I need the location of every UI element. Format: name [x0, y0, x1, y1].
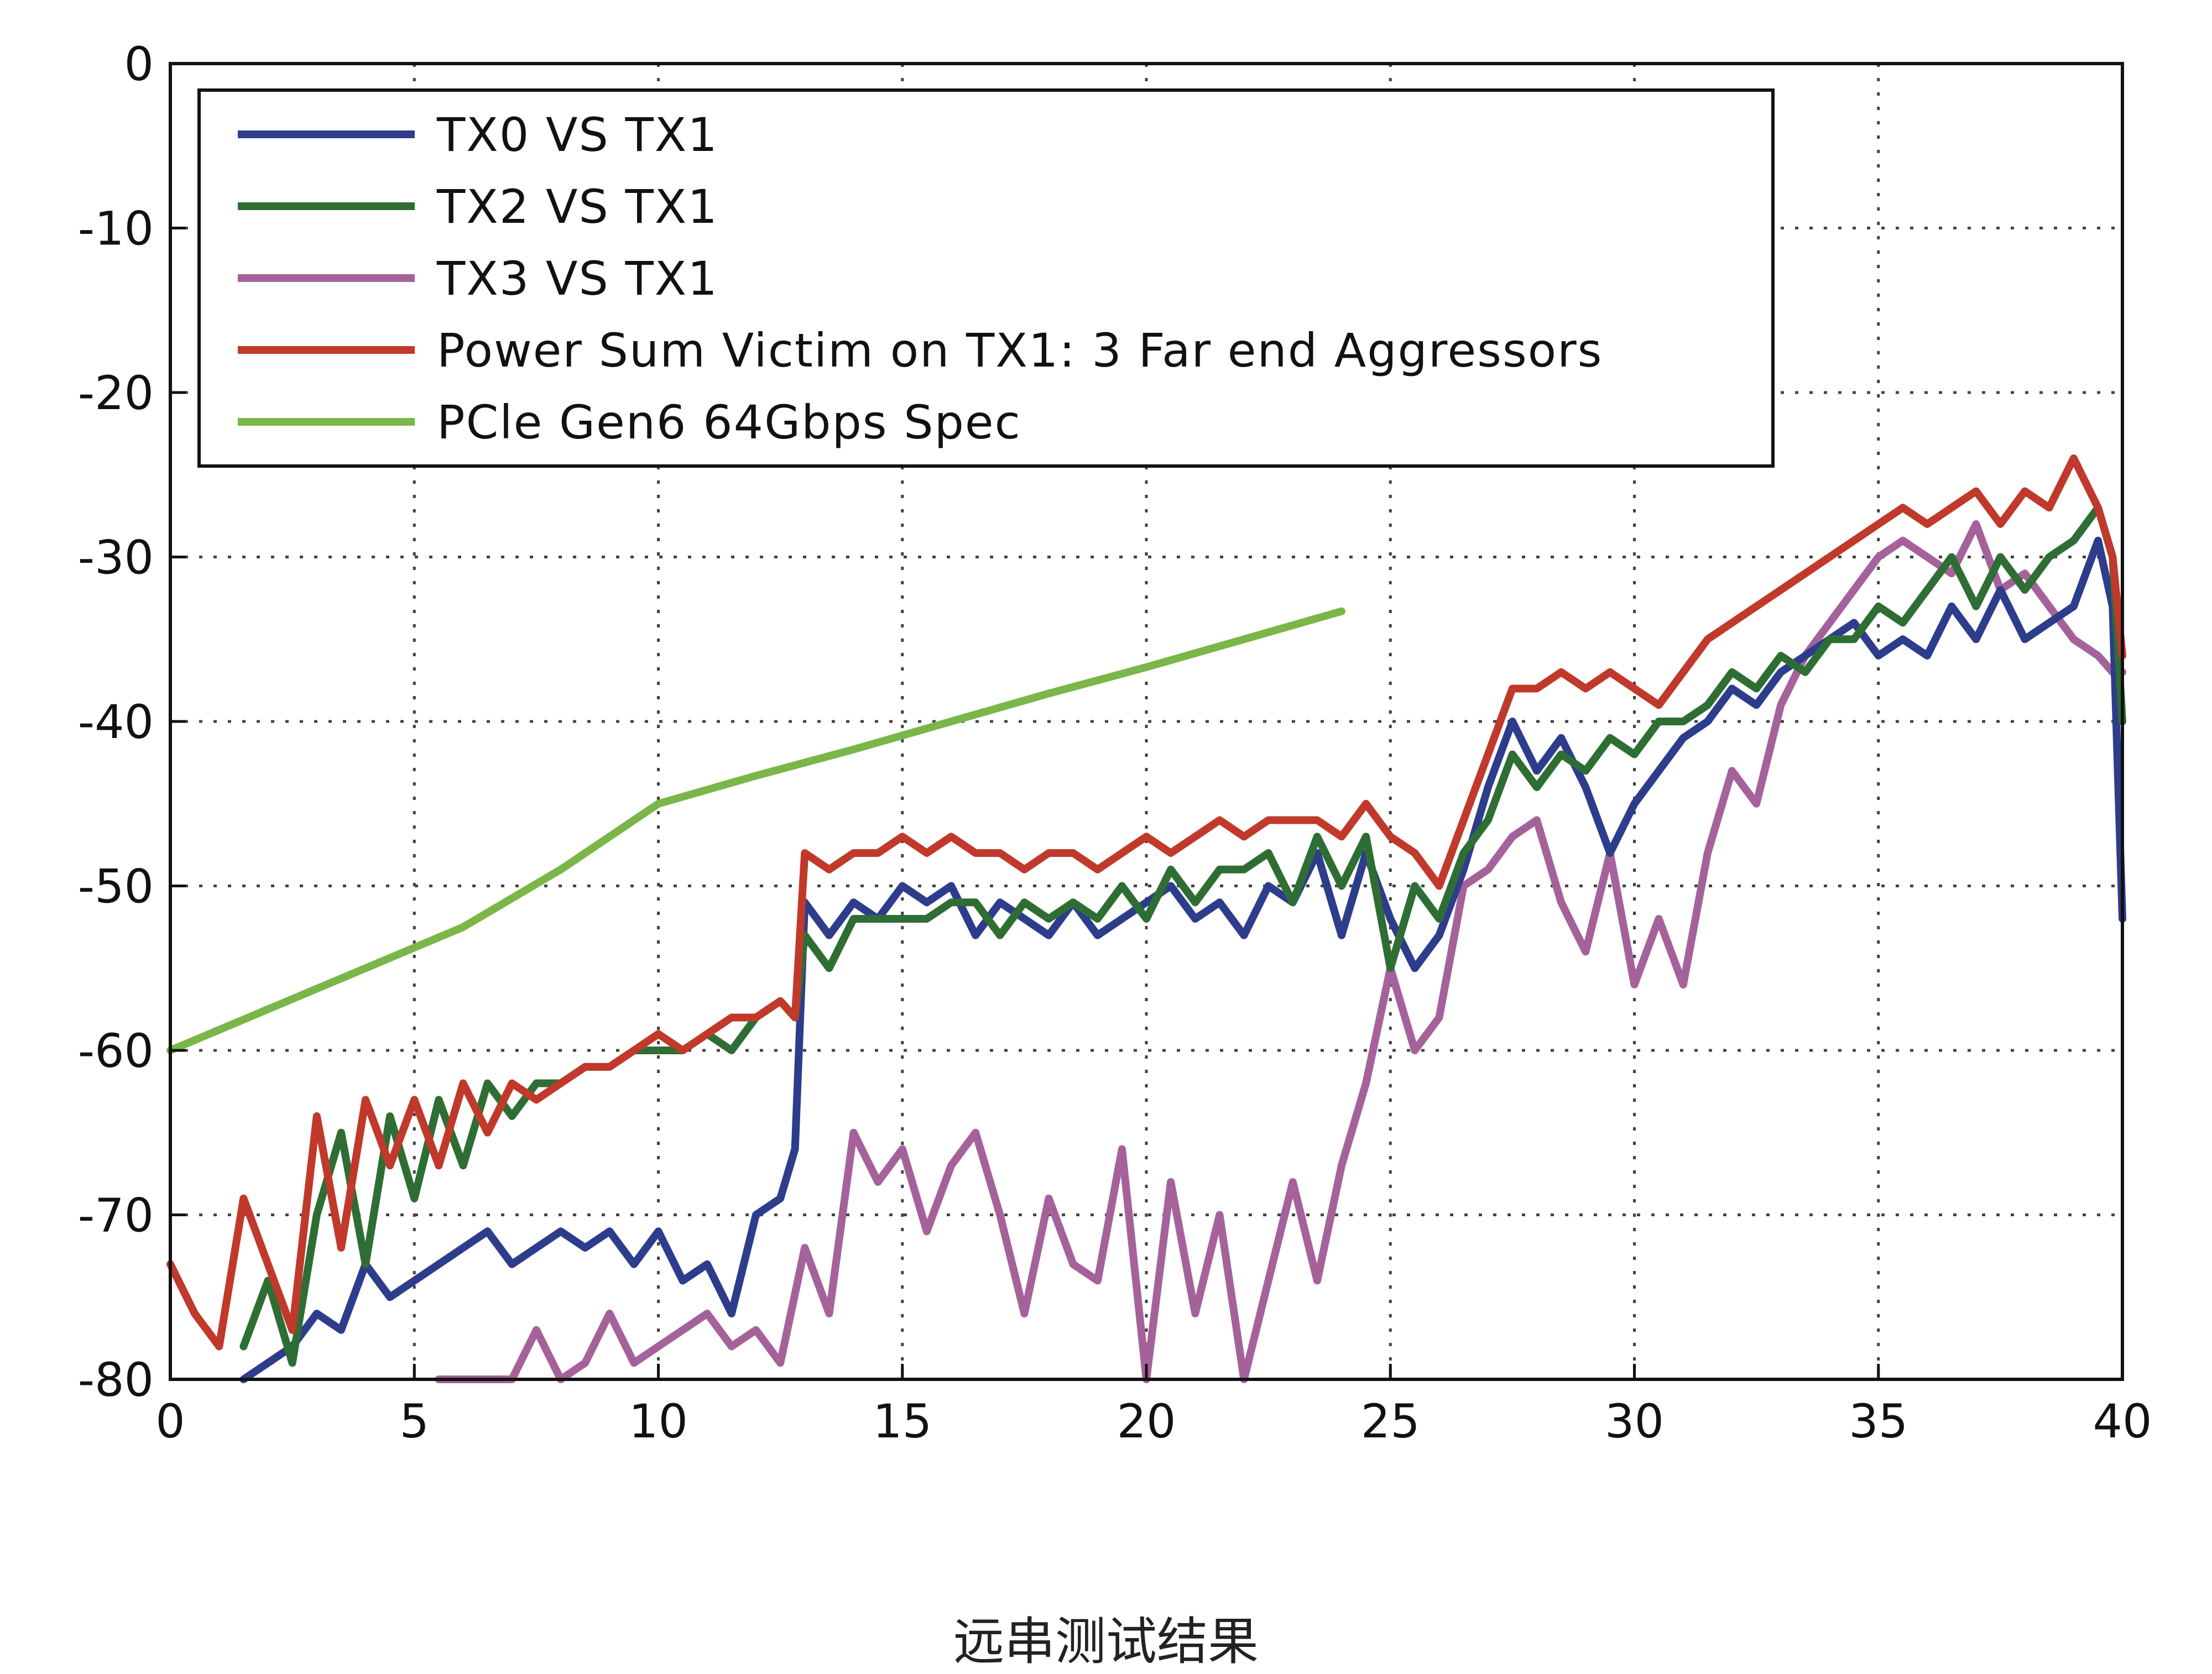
legend-label-0: TX0 VS TX1 — [436, 108, 718, 162]
y-tick-label: -60 — [78, 1024, 154, 1078]
y-tick-label: -30 — [78, 531, 154, 585]
legend-label-4: PCle Gen6 64Gbps Spec — [437, 395, 1021, 449]
y-tick-label: 0 — [124, 37, 154, 91]
legend-box — [197, 88, 1775, 468]
legend: TX0 VS TX1 TX2 VS TX1 TX3 VS TX1 Power Sum … — [197, 88, 1775, 468]
series-line-3 — [166, 454, 2126, 1351]
series-line-4 — [166, 607, 1345, 1054]
x-tick-label: 0 — [155, 1394, 185, 1448]
x-tick-label: 10 — [629, 1394, 688, 1448]
x-tick-label: 40 — [2093, 1394, 2152, 1448]
x-tick-label: 5 — [400, 1394, 429, 1448]
x-tick-label: 15 — [873, 1394, 932, 1448]
x-tick-label: 30 — [1605, 1394, 1664, 1448]
y-tick-label: -40 — [78, 695, 154, 749]
x-tick-label: 25 — [1361, 1394, 1420, 1448]
y-tick-label: -70 — [78, 1189, 154, 1243]
legend-label-1: TX2 VS TX1 — [436, 180, 718, 234]
x-tick-label: 20 — [1117, 1394, 1176, 1448]
grid — [170, 64, 2122, 1379]
legend-label-2: TX3 VS TX1 — [436, 252, 718, 306]
legend-label-3: Power Sum Victim on TX1: 3 Far end Aggre… — [437, 323, 1603, 378]
y-tick-label: -20 — [78, 366, 154, 420]
series-group — [166, 454, 2126, 1383]
y-tick-label: -80 — [78, 1353, 154, 1407]
y-tick-label: -50 — [78, 860, 154, 914]
y-tick-label: -10 — [78, 202, 154, 256]
figure-caption: 远串测试结果 — [953, 1612, 1259, 1671]
x-tick-label: 35 — [1849, 1394, 1908, 1448]
crosstalk-chart: 0 5 10 15 20 25 30 35 40 0 -10 -20 -30 -40 -50 -60 -70 -8… — [78, 37, 2152, 1448]
axis-ticks: 0 5 10 15 20 25 30 35 40 0 -10 -20 -30 -40 -50 -60 -70 -8… — [78, 37, 2152, 1448]
series-line-2 — [435, 520, 2126, 1383]
